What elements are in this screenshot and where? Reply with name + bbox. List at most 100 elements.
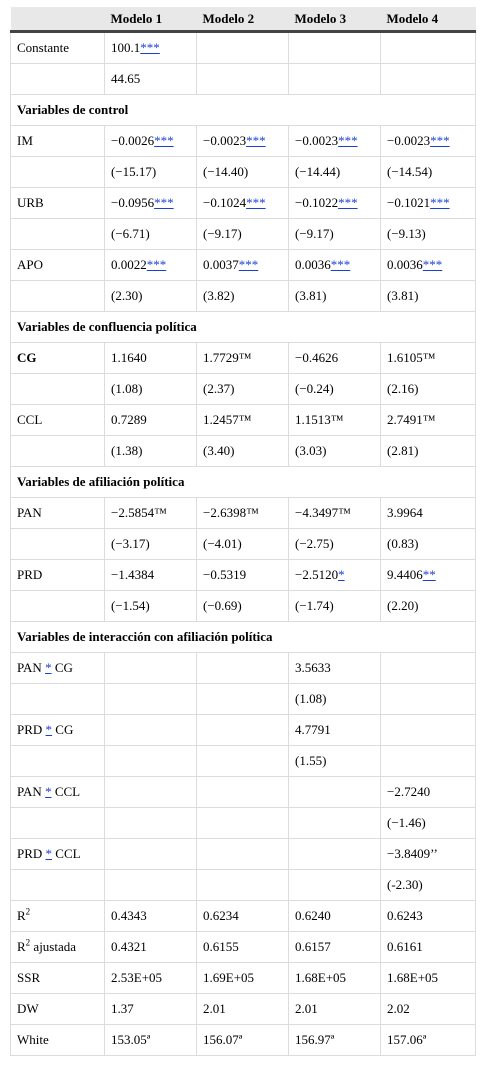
significance-link[interactable]: *** <box>330 257 351 272</box>
significance-link[interactable]: *** <box>430 133 450 148</box>
row-label <box>10 63 105 95</box>
value-cell: (-2.30) <box>380 869 476 901</box>
value-cell: 0.0022*** <box>104 249 197 281</box>
cell-value: −0.5319 <box>203 567 247 582</box>
significance-link[interactable]: *** <box>238 257 259 272</box>
row-label: URB <box>10 187 105 219</box>
value-cell <box>196 714 289 746</box>
cell-value: 0.4343 <box>111 908 147 923</box>
value-cell: −0.4626 <box>288 342 381 374</box>
value-cell: (3.40) <box>196 435 289 467</box>
header-cell: Modelo 2 <box>196 7 289 33</box>
cell-value: (2.37) <box>203 381 235 396</box>
value-cell <box>196 683 289 715</box>
value-cell <box>288 31 381 64</box>
significance-link[interactable]: *** <box>146 257 167 272</box>
value-cell: (−9.17) <box>288 218 381 250</box>
significance-link[interactable]: *** <box>140 40 160 55</box>
interaction-asterisk-link[interactable]: * <box>45 784 52 799</box>
cell-value: 2.02 <box>387 1001 410 1016</box>
significance-link[interactable]: *** <box>338 133 358 148</box>
row-label: PRD * CCL <box>10 838 105 870</box>
value-cell: −0.0956*** <box>104 187 197 219</box>
row-label-part: CG <box>51 660 73 675</box>
value-cell: 2.7491™ <box>380 404 476 436</box>
table-row: PRD * CG 4.7791 <box>10 714 476 746</box>
value-cell: 0.6234 <box>196 900 289 932</box>
cell-value: (1.08) <box>295 691 327 706</box>
cell-value: 0.6243 <box>387 908 423 923</box>
cell-value: 157.06ª <box>387 1032 427 1047</box>
significance-link[interactable]: *** <box>154 195 174 210</box>
significance-link[interactable]: *** <box>154 133 174 148</box>
value-cell: (−14.40) <box>196 156 289 188</box>
row-label: PAN * CCL <box>10 776 105 808</box>
cell-value: 1.2457™ <box>203 412 252 427</box>
table-row: (−15.17) (−14.40) (−14.44) (−14.54) <box>10 156 476 188</box>
cell-value: (−14.44) <box>295 164 341 179</box>
value-cell <box>104 745 197 777</box>
significance-link[interactable]: * <box>338 567 345 582</box>
row-label: IM <box>10 125 105 157</box>
significance-link[interactable]: *** <box>246 195 266 210</box>
row-label <box>10 745 105 777</box>
significance-link[interactable]: *** <box>422 257 443 272</box>
cell-value: 9.4406 <box>387 567 423 582</box>
value-cell: (2.20) <box>380 590 476 622</box>
row-label <box>10 373 105 405</box>
row-label-part: CG <box>52 722 74 737</box>
cell-value: (−9.17) <box>203 226 242 241</box>
cell-value: 153.05ª <box>111 1032 151 1047</box>
header-cell: Modelo 3 <box>288 7 381 33</box>
interaction-asterisk-link[interactable]: * <box>45 660 52 675</box>
header-row: Modelo 1 Modelo 2 Modelo 3 Modelo 4 <box>10 7 476 33</box>
value-cell <box>196 63 289 95</box>
significance-link[interactable]: *** <box>430 195 450 210</box>
cell-value: −0.1024 <box>203 195 247 210</box>
significance-link[interactable]: ** <box>422 567 436 582</box>
significance-link[interactable]: *** <box>246 133 266 148</box>
value-cell: 1.68E+05 <box>288 962 381 994</box>
cell-value: −0.0023 <box>295 133 339 148</box>
cell-value: (−3.17) <box>111 536 150 551</box>
cell-value: 0.6234 <box>203 908 239 923</box>
row-label-part: PAN <box>17 660 46 675</box>
value-cell: (2.37) <box>196 373 289 405</box>
cell-value: (1.38) <box>111 443 143 458</box>
significance-link[interactable]: *** <box>338 195 358 210</box>
value-cell: (−6.71) <box>104 218 197 250</box>
cell-value: −2.5120 <box>295 567 339 582</box>
row-label: PRD <box>10 559 105 591</box>
value-cell: 0.4343 <box>104 900 197 932</box>
table-row: (2.30) (3.82) (3.81) (3.81) <box>10 280 476 312</box>
value-cell: (−9.13) <box>380 218 476 250</box>
value-cell: −0.0026*** <box>104 125 197 157</box>
row-label-part: PAN <box>17 784 46 799</box>
value-cell <box>196 31 289 64</box>
value-cell: 4.7791 <box>288 714 381 746</box>
cell-value: −2.5854™ <box>111 505 167 520</box>
interaction-asterisk-link[interactable]: * <box>45 846 53 861</box>
value-cell: (−2.75) <box>288 528 381 560</box>
value-cell <box>104 683 197 715</box>
cell-value: (-2.30) <box>387 877 423 892</box>
cell-value: 44.65 <box>111 71 141 86</box>
interaction-asterisk-link[interactable]: * <box>45 722 53 737</box>
cell-value: (3.81) <box>295 288 327 303</box>
value-cell: 2.01 <box>288 993 381 1025</box>
section-header-row: Variables de confluencia política <box>10 311 476 343</box>
value-cell: 1.7729™ <box>196 342 289 374</box>
value-cell: (−1.46) <box>380 807 476 839</box>
table-row: SSR 2.53E+05 1.69E+05 1.68E+05 1.68E+05 <box>10 962 476 994</box>
row-label: PRD * CG <box>10 714 105 746</box>
value-cell: (−1.74) <box>288 590 381 622</box>
value-cell: 100.1*** <box>104 31 197 64</box>
cell-value: −0.0026 <box>111 133 155 148</box>
cell-value: (2.81) <box>387 443 419 458</box>
cell-value: 2.01 <box>203 1001 226 1016</box>
value-cell: (−0.24) <box>288 373 381 405</box>
cell-value: 0.6157 <box>295 939 331 954</box>
value-cell <box>380 31 476 64</box>
value-cell: (−15.17) <box>104 156 197 188</box>
row-label <box>10 590 105 622</box>
